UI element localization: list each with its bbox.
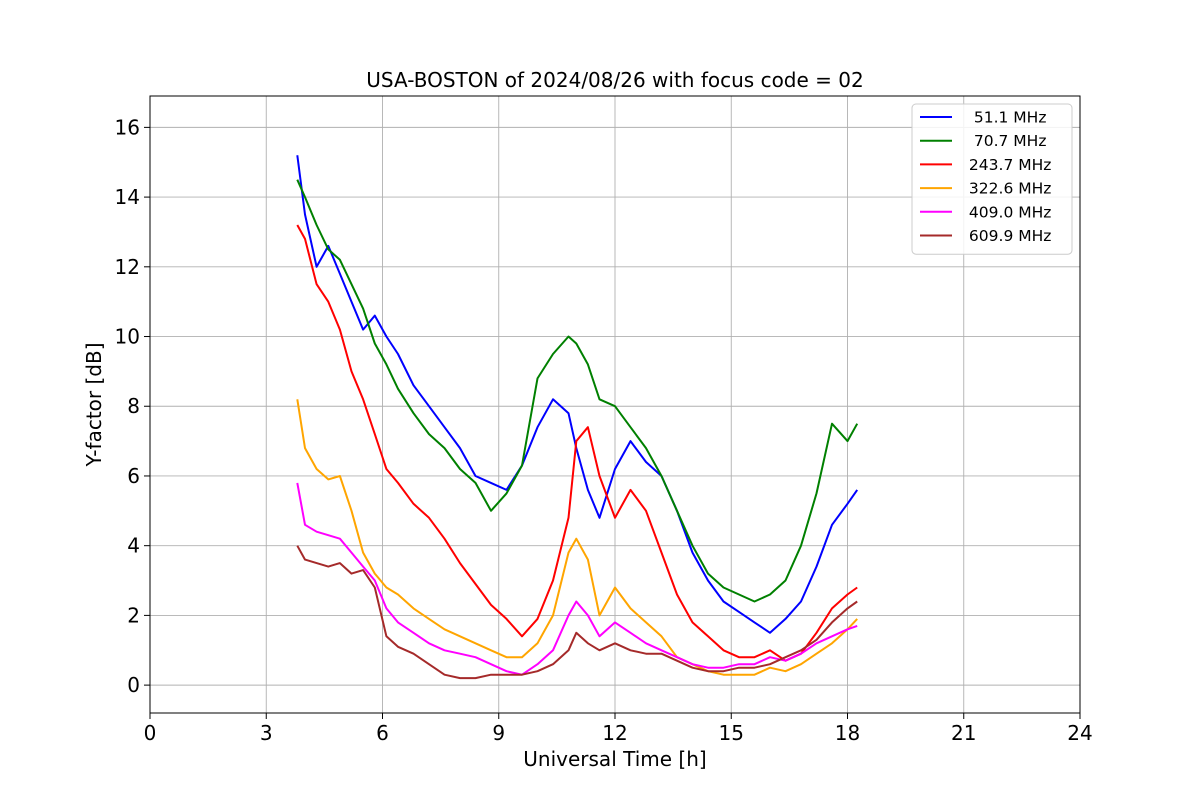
legend-label-51-1-mhz: 51.1 MHz xyxy=(964,109,1046,127)
legend: 51.1 MHz 70.7 MHz 243.7 MHz 322.6 MHz 40… xyxy=(911,103,1073,255)
y-tick-label: 16 xyxy=(115,115,140,139)
y-tick-label: 2 xyxy=(127,603,140,627)
x-tick-label: 15 xyxy=(719,721,744,745)
y-tick-label: 4 xyxy=(127,534,140,558)
y-tick-label: 0 xyxy=(127,673,140,697)
y-tick-label: 8 xyxy=(127,394,140,418)
legend-label-609-9-mhz: 609.9 MHz xyxy=(964,227,1051,245)
x-tick-label: 0 xyxy=(144,721,157,745)
series-line-609-9-mhz xyxy=(296,545,858,680)
x-tick-label: 6 xyxy=(376,721,389,745)
y-tick-label: 14 xyxy=(115,185,140,209)
y-tick-label: 12 xyxy=(115,255,140,279)
x-tick-label: 9 xyxy=(492,721,505,745)
legend-label-243-7-mhz: 243.7 MHz xyxy=(964,156,1051,174)
series-line-51-1-mhz xyxy=(296,155,859,634)
legend-label-70-7-mhz: 70.7 MHz xyxy=(964,132,1046,150)
legend-label-409-0-mhz: 409.0 MHz xyxy=(964,203,1051,221)
x-tick-label: 12 xyxy=(602,721,627,745)
x-tick-label: 24 xyxy=(1067,721,1092,745)
series-line-70-7-mhz xyxy=(296,179,859,603)
x-axis-label: Universal Time [h] xyxy=(523,747,706,771)
chart-title: USA-BOSTON of 2024/08/26 with focus code… xyxy=(366,68,863,92)
y-tick-label: 10 xyxy=(115,325,140,349)
series-line-322-6-mhz xyxy=(296,399,858,676)
y-axis-label: Y-factor [dB] xyxy=(82,342,106,467)
series-line-409-0-mhz xyxy=(296,482,858,676)
y-tick-label: 6 xyxy=(127,464,140,488)
series-line-243-7-mhz xyxy=(296,224,858,662)
series-layer xyxy=(296,155,859,680)
x-tick-label: 3 xyxy=(260,721,273,745)
x-tick-label: 18 xyxy=(835,721,860,745)
legend-label-322-6-mhz: 322.6 MHz xyxy=(964,180,1051,198)
x-tick-label: 21 xyxy=(951,721,976,745)
